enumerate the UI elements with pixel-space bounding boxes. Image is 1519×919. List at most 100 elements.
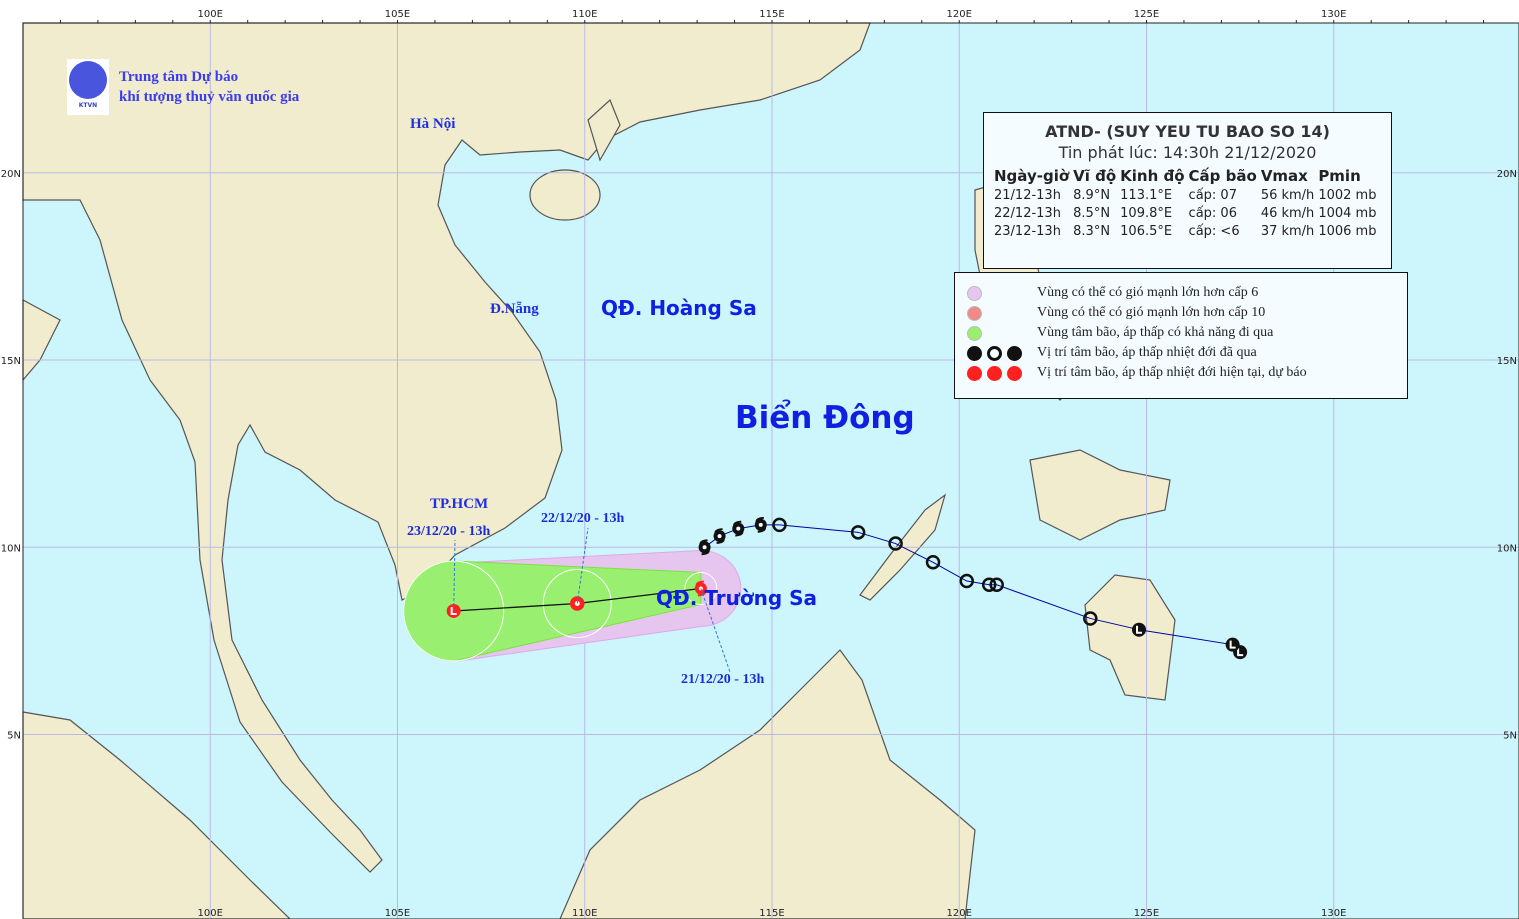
table-header: Kinh độ — [1120, 167, 1185, 185]
legend-label: Vị trí tâm bão, áp thấp nhiệt đới hiện t… — [1037, 365, 1307, 380]
past-track-line — [704, 524, 1241, 653]
table-cell: 23/12-13h — [994, 224, 1061, 239]
label-truong-sa: QĐ. Trường Sa — [656, 586, 818, 610]
lon-tick-label-bottom: 110E — [572, 908, 597, 919]
land — [22, 22, 1176, 919]
table-cell: 8.3°N — [1073, 224, 1111, 239]
past-position-depression-icon — [888, 536, 903, 551]
table-cell: 21/12-13h — [994, 188, 1061, 203]
forecast-time-label: 22/12/20 - 13h — [541, 511, 625, 526]
uncertainty-circle — [403, 560, 505, 662]
past-position-low-icon — [1132, 622, 1147, 637]
uncertainty-circle — [684, 571, 718, 605]
mindanao — [1084, 574, 1176, 701]
lon-tick-label-bottom: 125E — [1134, 908, 1159, 919]
label-bien-dong: Biển Đông — [735, 400, 915, 436]
table-cell: cấp: 07 — [1188, 188, 1237, 203]
legend-item: Vùng tâm bão, áp thấp có khả năng đi qua — [955, 323, 1273, 343]
ktvn-logo-icon: KTVN — [67, 59, 109, 115]
lon-tick-label: 130E — [1321, 9, 1346, 20]
lat-tick-label-right: 5N — [1503, 731, 1517, 742]
storm-track — [446, 516, 1248, 673]
table-cell: 106.5°E — [1120, 224, 1173, 239]
lon-tick-label: 100E — [198, 9, 223, 20]
lon-tick-label-bottom: 130E — [1321, 908, 1346, 919]
label-hoang-sa: QĐ. Hoàng Sa — [601, 296, 757, 320]
mainland-asia — [22, 22, 871, 873]
past-position-depression-icon — [981, 577, 997, 592]
lon-tick-label-bottom: 100E — [198, 908, 223, 919]
past-position-low-icon — [1225, 637, 1240, 652]
uncertainty-circle — [542, 568, 612, 638]
table-cell: 56 km/h — [1260, 188, 1315, 203]
borneo — [559, 649, 976, 919]
label-hcm: TP.HCM — [430, 496, 489, 512]
legend-storm-icon — [967, 365, 982, 381]
table-cell: 109.8°E — [1120, 206, 1173, 221]
table-header: Vĩ độ — [1073, 167, 1117, 185]
forecast-time-label: 23/12/20 - 13h — [407, 524, 491, 539]
past-position-depression-icon — [959, 573, 974, 589]
lon-tick-label-bottom: 115E — [759, 908, 784, 919]
lon-tick-label: 120E — [947, 9, 972, 20]
label-leader-line — [453, 539, 456, 611]
lon-tick-label: 105E — [385, 9, 410, 20]
legend-item: Vị trí tâm bão, áp thấp nhiệt đới hiện t… — [955, 363, 1307, 383]
legend-item: Vùng có thể có gió mạnh lớn hơn cấp 10 — [955, 303, 1265, 323]
legend-swatch-icon — [967, 285, 982, 301]
table-cell: 1006 mb — [1318, 224, 1377, 239]
legend-storm-icon — [967, 345, 982, 361]
info-issued: Tin phát lúc: 14:30h 21/12/2020 — [1058, 143, 1317, 162]
legend-low-icon — [1007, 345, 1022, 361]
past-position-depression-icon — [925, 555, 941, 570]
legend-low-icon — [1007, 365, 1022, 381]
org-logo: KTVN Trung tâm Dự báo khí tượng thuỷ văn… — [67, 59, 299, 115]
org-name-line2: khí tượng thuỷ văn quốc gia — [119, 89, 300, 105]
table-header: Pmin — [1318, 167, 1361, 185]
lat-tick-label-right: 10N — [1497, 543, 1517, 554]
legend-label: Vùng có thể có gió mạnh lớn hơn cấp 6 — [1037, 285, 1259, 300]
taiwan — [587, 98, 621, 162]
lat-tick-label: 10N — [1, 543, 21, 554]
lon-tick-label: 115E — [759, 9, 784, 20]
lat-tick-label: 15N — [1, 356, 21, 367]
legend-item: Vùng có thể có gió mạnh lớn hơn cấp 6 — [955, 283, 1258, 303]
forecast-time-label: 21/12/20 - 13h — [681, 672, 765, 687]
lat-tick-label-right: 15N — [1497, 356, 1517, 367]
table-cell: cấp: 06 — [1188, 206, 1237, 221]
legend-depression-icon — [987, 345, 1002, 361]
legend-item: Vị trí tâm bão, áp thấp nhiệt đới đã qua — [955, 343, 1257, 363]
legend-label: Vị trí tâm bão, áp thấp nhiệt đới đã qua — [1037, 345, 1257, 360]
axis-ticks: 100E 100E 105E 105E 110E 110E 115E 115E 120E 120E… — [1, 9, 1517, 919]
table-cell: 8.5°N — [1073, 206, 1111, 221]
map-legend: Vùng có thể có gió mạnh lớn hơn cấp 6 Vùn… — [954, 272, 1408, 399]
legend-swatch-icon — [967, 305, 982, 321]
lon-tick-label-bottom: 120E — [947, 908, 972, 919]
lat-tick-label: 5N — [7, 731, 21, 742]
lat-tick-label-right: 20N — [1497, 169, 1517, 180]
past-position-depression-icon — [989, 577, 1004, 592]
table-cell: 8.9°N — [1073, 188, 1111, 203]
map-frame — [22, 22, 1519, 919]
lon-tick-label: 110E — [572, 9, 597, 20]
storm-info-box: ATND- (SUY YEU TU BAO SO 14) Tin phát lú… — [983, 112, 1392, 269]
lon-tick-label-bottom: 105E — [385, 908, 410, 919]
label-danang: Đ.Nẵng — [490, 301, 539, 317]
table-header: Cấp bão — [1188, 167, 1257, 185]
table-row: 21/12-13h 8.9°N 113.1°E cấp: 07 56 km/h 1002 … — [994, 187, 1380, 205]
legend-swatch-icon — [967, 325, 982, 341]
sumatra — [22, 711, 291, 919]
table-header: Ngày-giờ — [994, 167, 1070, 185]
forecast-table: Ngày-giờ Vĩ độ Kinh độ Cấp bão Vmax Pmin 21/1… — [994, 167, 1380, 241]
table-cell: 37 km/h — [1260, 224, 1315, 239]
table-cell: 1004 mb — [1318, 206, 1377, 221]
table-cell: 1002 mb — [1318, 188, 1377, 203]
hainan — [529, 169, 601, 221]
org-name-line1: Trung tâm Dự báo — [119, 69, 239, 85]
table-cell: 22/12-13h — [994, 206, 1061, 221]
label-hanoi: Hà Nội — [410, 116, 456, 132]
table-cell: 46 km/h — [1260, 206, 1315, 221]
past-position-depression-icon — [850, 525, 866, 540]
legend-depression-icon — [987, 365, 1002, 381]
label-leader-line — [576, 527, 589, 604]
